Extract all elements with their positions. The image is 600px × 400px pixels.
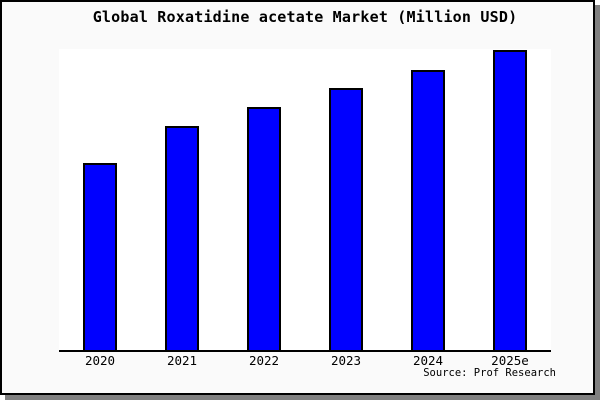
x-axis: 2020 2021 2022 2023 2024 2025e <box>59 353 551 368</box>
bar-2024 <box>411 70 445 350</box>
x-tick-label: 2022 <box>248 353 280 368</box>
x-tick-label: 2023 <box>330 353 362 368</box>
bar-2021 <box>165 126 199 350</box>
x-axis-line <box>59 350 551 352</box>
bar-2022 <box>247 107 281 350</box>
plot-area <box>59 49 551 352</box>
chart-title: Global Roxatidine acetate Market (Millio… <box>92 8 518 26</box>
x-tick-label: 2021 <box>166 353 198 368</box>
source-credit: Source: Prof Research <box>423 367 556 379</box>
x-tick-label: 2024 <box>412 353 444 368</box>
bar-2025e <box>493 50 527 350</box>
x-tick-label: 2020 <box>84 353 116 368</box>
bar-2023 <box>329 88 363 350</box>
x-tick-label: 2025e <box>491 353 529 368</box>
chart-frame: Global Roxatidine acetate Market (Millio… <box>0 0 595 395</box>
bar-2020 <box>83 163 117 350</box>
